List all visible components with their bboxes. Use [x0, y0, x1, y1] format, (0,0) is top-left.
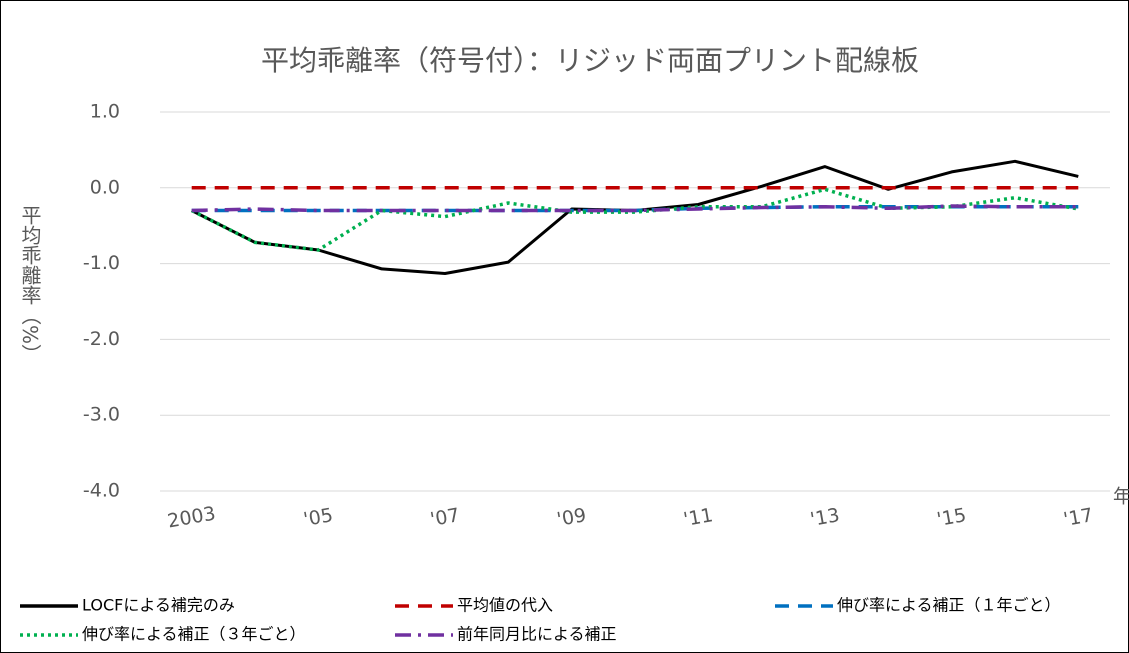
- x-tick-label: '13: [809, 504, 842, 531]
- y-tick-label: 0.0: [90, 176, 120, 198]
- y-tick-label: -3.0: [83, 404, 120, 426]
- legend-label: 伸び率による補正（１年ごと）: [837, 596, 1061, 615]
- x-unit: 年: [1113, 486, 1129, 508]
- x-tick-label: '17: [1062, 504, 1095, 531]
- x-tick-label: '07: [429, 504, 462, 531]
- legend-label: LOCFによる補完のみ: [82, 596, 235, 615]
- x-tick-label: '11: [682, 504, 715, 531]
- y-axis-label: 平均乖離率（%）: [18, 205, 42, 364]
- y-tick-label: -4.0: [83, 480, 120, 502]
- y-tick-label: -1.0: [83, 252, 120, 274]
- x-tick-label: '15: [935, 504, 968, 531]
- y-tick-label: 1.0: [90, 101, 120, 123]
- chart-title: 平均乖離率（符号付）：リジッド両面プリント配線板: [261, 44, 919, 77]
- x-tick-label: '09: [555, 504, 588, 531]
- legend-label: 伸び率による補正（３年ごと）: [82, 625, 306, 644]
- legend-label: 前年同月比による補正: [457, 625, 617, 644]
- x-tick-label: '05: [302, 504, 335, 531]
- legend-label: 平均値の代入: [457, 596, 553, 615]
- series-line: [191, 204, 1079, 213]
- y-tick-label: -2.0: [83, 328, 120, 350]
